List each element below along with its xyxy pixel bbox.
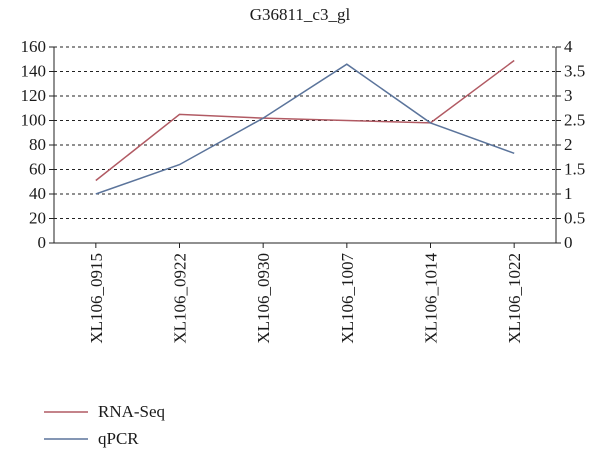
left-tick-label: 140 <box>21 62 47 81</box>
series-line-rna-seq <box>95 59 515 182</box>
left-tick-label: 60 <box>29 160 46 179</box>
right-tick-label: 3 <box>564 86 573 105</box>
right-tick-label: 1 <box>564 184 573 203</box>
x-axis-ticks: XL106_0915 XL106_0922 XL106_0930 XL106_1007… <box>87 243 524 344</box>
left-tick-label: 20 <box>29 209 46 228</box>
right-tick-label: 0.5 <box>564 209 585 228</box>
left-tick-label: 40 <box>29 184 46 203</box>
x-tick-label: XL106_0922 <box>171 253 190 344</box>
legend-item: RNA-Seq <box>44 402 166 421</box>
right-tick-label: 4 <box>564 37 573 56</box>
right-tick-label: 3.5 <box>564 62 585 81</box>
right-tick-label: 0 <box>564 233 573 252</box>
x-tick-label: XL106_1014 <box>422 253 441 344</box>
series-lines <box>95 59 515 195</box>
legend-item: qPCR <box>44 429 139 448</box>
right-tick-label: 2 <box>564 135 573 154</box>
right-tick-label: 2.5 <box>564 111 585 130</box>
series-line-qpcr <box>95 63 515 195</box>
left-tick-label: 100 <box>21 111 47 130</box>
legend-label: qPCR <box>98 429 139 448</box>
x-tick-label: XL106_0930 <box>254 253 273 344</box>
legend-label: RNA-Seq <box>98 402 166 421</box>
left-tick-label: 80 <box>29 135 46 154</box>
left-tick-label: 160 <box>21 37 47 56</box>
x-tick-label: XL106_1022 <box>505 253 524 344</box>
right-tick-label: 1.5 <box>564 160 585 179</box>
left-y-axis-ticks: 0 20 40 60 80 100 120 140 160 <box>21 37 54 252</box>
x-tick-label: XL106_1007 <box>338 253 357 344</box>
legend: RNA-Seq qPCR <box>44 402 166 448</box>
left-tick-label: 120 <box>21 86 47 105</box>
chart-title: G36811_c3_gl <box>250 5 351 24</box>
right-y-axis-ticks: 0 0.5 1 1.5 2 2.5 3 3.5 4 <box>556 37 585 252</box>
left-tick-label: 0 <box>38 233 47 252</box>
x-tick-label: XL106_0915 <box>87 253 106 344</box>
grid-lines <box>54 46 556 219</box>
